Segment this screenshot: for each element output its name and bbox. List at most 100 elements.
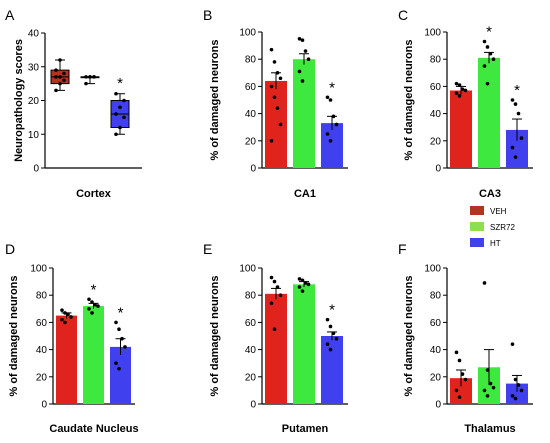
data-point [457,94,462,98]
data-point [118,105,122,110]
bar [478,367,500,404]
bar [83,306,104,404]
data-point [303,281,308,285]
bar [56,315,77,404]
data-point [122,115,126,120]
data-point [325,95,330,100]
y-tick-label: 80 [245,291,257,302]
panel-c: C 0 20 40 60 80 100 % of damaged neurons CA3 * * [398,7,533,200]
data-point [300,38,305,42]
chart-title: CA3 [479,188,501,200]
legend-label: HT [490,239,501,248]
data-point [272,279,277,284]
data-point [454,388,459,393]
data-point [117,327,121,332]
bar [321,336,343,404]
data-point [519,388,524,393]
y-tick-label: 40 [245,109,257,120]
y-tick-label: 10 [28,130,40,141]
y-tick-label: 60 [36,318,48,329]
data-point [334,336,339,341]
data-point [66,312,70,317]
significance-marker: * [91,281,97,298]
significance-marker: * [514,82,520,99]
data-point [331,331,336,336]
data-point [491,57,496,61]
legend-label: VEH [490,207,507,216]
data-point [60,308,64,312]
panel-letter: B [203,7,212,23]
chart-title: Caudate Nucleus [49,423,138,435]
data-point [297,69,302,74]
data-point [114,112,118,116]
data-point [114,91,118,96]
y-tick-label: 60 [245,318,257,329]
bar [265,80,287,168]
panel-letter: C [398,7,408,23]
bar [293,59,315,169]
y-axis-label: % of damaged neurons [209,39,221,160]
y-tick-label: 100 [424,28,441,39]
y-tick-label: 20 [430,136,442,147]
chart-title: Cortex [76,188,112,200]
data-point [513,377,518,382]
y-tick-label: 0 [250,400,256,411]
panel-d: D 0 20 40 60 80 100 % of damaged neurons Caudate… [5,241,139,435]
data-point [519,136,524,140]
data-point [510,98,515,102]
panel-e: E 0 20 40 60 80 100 % of damaged neurons Putamen… [203,241,348,435]
data-point [114,361,118,366]
data-point [513,396,518,401]
data-point [457,358,462,363]
bar [450,378,472,404]
data-point [516,383,521,387]
chart-title: Thalamus [464,423,515,435]
bar [506,383,528,404]
data-point [117,366,121,371]
data-point [516,111,521,116]
legend-swatch [470,222,484,231]
chart-title: Putamen [282,423,329,435]
panel-b: B 0 20 40 60 80 100 % of damaged neurons CA1 * [203,7,348,200]
data-point [63,320,67,325]
data-point [488,381,493,386]
data-point [300,278,305,283]
data-point [454,350,459,355]
legend-swatch [470,238,484,247]
data-point [463,88,468,93]
bar [265,293,287,404]
data-point [482,39,487,44]
data-point [269,139,274,143]
data-point [457,83,462,87]
data-point [513,102,518,106]
data-point [491,385,496,390]
panel-letter: D [5,241,15,257]
data-point [275,106,280,110]
y-tick-label: 80 [245,55,257,66]
data-point [269,275,274,280]
y-tick-label: 40 [430,109,442,120]
data-point [297,285,302,289]
data-point [331,114,336,119]
y-tick-label: 0 [435,400,441,411]
data-point [58,75,62,79]
data-point [306,57,311,61]
data-point [510,145,515,150]
y-tick-label: 80 [430,55,442,66]
data-point [93,302,97,307]
y-tick-label: 40 [430,345,442,356]
data-point [114,320,118,325]
data-point [62,78,66,83]
data-point [269,301,274,306]
data-point [325,317,330,322]
y-tick-label: 20 [430,372,442,383]
data-point [485,45,490,49]
data-point [122,98,126,103]
data-point [114,132,118,137]
y-axis-label: % of damaged neurons [403,275,415,396]
y-tick-label: 40 [28,29,40,40]
data-point [54,75,58,79]
data-point [123,345,127,349]
data-point [275,71,280,75]
